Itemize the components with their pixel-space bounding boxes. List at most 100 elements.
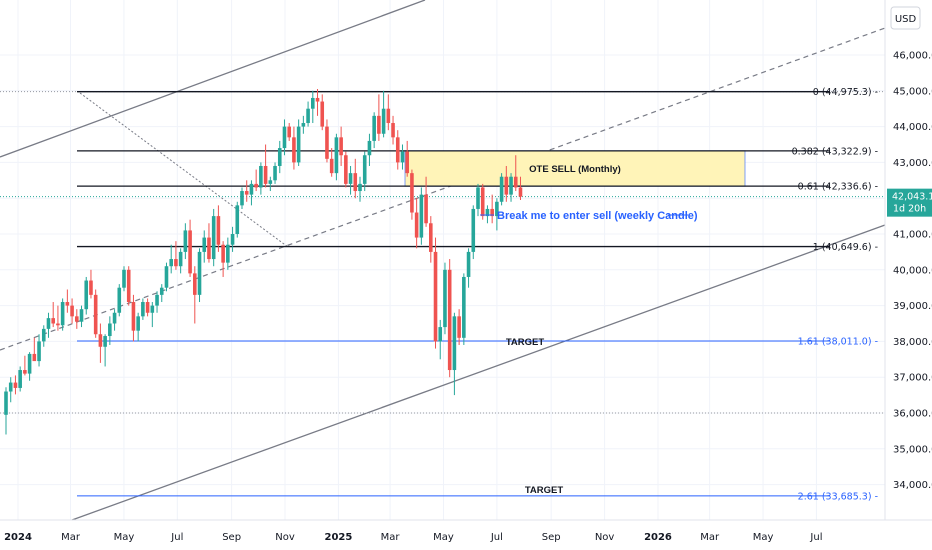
candle-body xyxy=(325,126,329,159)
fib-level-label: 1.61 (38,011.0) - xyxy=(798,337,878,348)
candle-body xyxy=(169,259,173,267)
candle-body xyxy=(41,328,46,342)
candle-body xyxy=(4,391,8,415)
candle-body xyxy=(126,269,131,303)
candle-body xyxy=(386,108,391,124)
candle-body xyxy=(457,316,461,338)
candle-body xyxy=(372,115,376,141)
candle-body xyxy=(391,123,395,138)
fib-level-label: 0 (44,975.3) - xyxy=(813,87,878,98)
candle-body xyxy=(249,183,254,195)
x-tick-label: Jul xyxy=(170,532,183,543)
candle-body xyxy=(471,208,476,252)
candle-body xyxy=(320,101,325,127)
countdown-value: 1d 20h xyxy=(893,204,926,215)
candle-body xyxy=(329,158,334,174)
candle-body xyxy=(193,273,197,295)
candle-body xyxy=(277,148,282,166)
x-tick-label: May xyxy=(433,532,454,543)
candle-body xyxy=(410,173,414,213)
candle-body xyxy=(306,108,310,124)
price-axis[interactable]: USD 34,000.0 35,000.0 36,000.0 37,000.0 38,0… xyxy=(884,0,932,520)
break-entry-label: Break me to enter sell (weekly Candle) xyxy=(497,210,698,222)
y-tick-label: 38,000.0 xyxy=(893,337,932,348)
candle-body xyxy=(141,302,145,317)
candle-body xyxy=(438,327,443,342)
candle-body xyxy=(183,230,188,252)
x-tick-label: Jul xyxy=(490,532,503,543)
candle-body xyxy=(377,115,381,134)
x-tick-label: Mar xyxy=(700,532,720,543)
candle-body xyxy=(46,318,51,329)
mid-channel-line xyxy=(0,27,886,351)
y-tick-label: 36,000.0 xyxy=(893,409,932,420)
candle-body xyxy=(400,151,405,163)
candlesticks xyxy=(4,89,523,435)
candle-body xyxy=(495,201,499,217)
candle-body xyxy=(65,302,70,306)
candle-body xyxy=(339,137,343,156)
candle-body xyxy=(216,216,221,245)
candle-body xyxy=(75,316,79,322)
candle-body xyxy=(395,137,400,163)
x-tick-label: Sep xyxy=(542,532,561,543)
candle-body xyxy=(27,353,32,374)
y-tick-label: 45,000.0 xyxy=(893,86,932,97)
candle-body xyxy=(490,208,494,217)
candle-body xyxy=(273,165,277,181)
candle-body xyxy=(287,126,291,138)
candle-body xyxy=(188,230,192,274)
candle-body xyxy=(254,183,258,188)
candle-body xyxy=(240,191,244,206)
candle-body xyxy=(117,287,122,313)
y-tick-label: 46,000.0 xyxy=(893,51,932,62)
candle-body xyxy=(112,312,117,324)
candle-body xyxy=(509,176,513,195)
y-tick-label: 37,000.0 xyxy=(893,373,932,384)
candle-body xyxy=(292,137,296,163)
candle-body xyxy=(155,294,159,306)
candle-body xyxy=(301,123,306,127)
candle-body xyxy=(353,173,358,192)
candle-body xyxy=(23,370,27,374)
x-tick-label: Sep xyxy=(222,532,241,543)
candle-body xyxy=(56,323,60,326)
candle-body xyxy=(60,302,65,326)
candle-body xyxy=(429,223,433,252)
candle-body xyxy=(178,251,183,267)
x-tick-label: Nov xyxy=(275,532,295,543)
x-tick-label: Jul xyxy=(809,532,822,543)
currency-badge[interactable] xyxy=(890,6,921,30)
annotations[interactable]: OTE SELL (Monthly) Break me to enter sel… xyxy=(480,164,698,496)
candle-body xyxy=(244,191,249,195)
candle-body xyxy=(37,341,41,362)
x-tick-label: 2024 xyxy=(4,532,32,543)
candle-body xyxy=(13,382,18,388)
candle-body xyxy=(476,187,480,209)
candle-body xyxy=(518,187,523,197)
candle-body xyxy=(89,280,93,295)
channel-lines xyxy=(0,0,886,521)
candle-body xyxy=(164,266,169,288)
candle-body xyxy=(211,216,216,260)
target-label-1: TARGET xyxy=(506,337,545,348)
y-tick-label: 39,000.0 xyxy=(893,301,932,312)
y-tick-label: 34,000.0 xyxy=(893,480,932,491)
candle-body xyxy=(480,187,485,217)
candle-body xyxy=(226,244,230,263)
fib-levels[interactable]: 0 (44,975.3) - 0.382 (43,322.9) - 0.61 (42… xyxy=(0,87,885,502)
fib-level-label: 0.61 (42,336.6) - xyxy=(798,182,878,193)
candle-body xyxy=(513,176,518,188)
candle-body xyxy=(268,180,273,184)
candle-body xyxy=(358,183,362,192)
y-tick-label: 40,000.0 xyxy=(893,265,932,276)
candle-body xyxy=(462,276,466,338)
candle-body xyxy=(108,323,112,337)
candle-body xyxy=(424,194,428,224)
candle-body xyxy=(433,251,438,342)
candle-body xyxy=(145,302,150,313)
candle-body xyxy=(207,237,211,260)
time-axis[interactable]: 2024 Mar May Jul Sep Nov 2025 Mar May Jul Sep Nov 20… xyxy=(0,519,932,543)
